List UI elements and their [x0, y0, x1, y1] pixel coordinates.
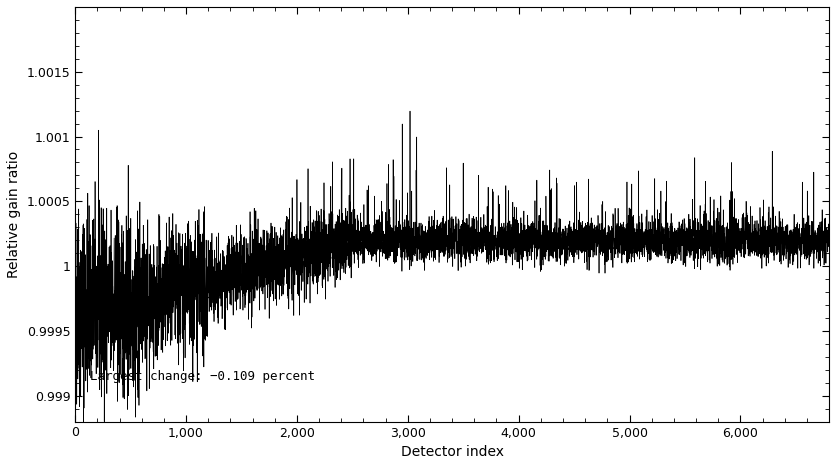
X-axis label: Detector index: Detector index [400, 445, 503, 459]
Text: Largest change: −0.109 percent: Largest change: −0.109 percent [89, 370, 314, 383]
Y-axis label: Relative gain ratio: Relative gain ratio [7, 151, 21, 278]
